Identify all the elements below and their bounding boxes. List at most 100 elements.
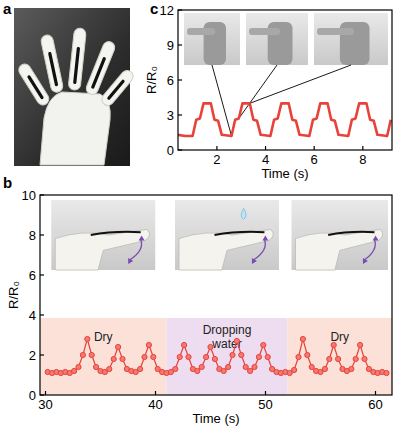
y-tick xyxy=(40,274,44,275)
data-point xyxy=(336,356,341,361)
x-tick-label: 60 xyxy=(368,397,382,412)
x-tick xyxy=(362,146,363,150)
data-layer xyxy=(178,103,391,136)
finger xyxy=(40,34,64,93)
plot-frame xyxy=(40,195,392,395)
y-tick xyxy=(178,9,182,10)
x-tick-label: 8 xyxy=(359,152,366,167)
data-point xyxy=(322,366,327,371)
annotation-layer: DryDroppingwaterDry xyxy=(94,323,349,351)
data-point xyxy=(208,344,213,349)
y-tick-label: 12 xyxy=(160,3,174,18)
sensor-strip xyxy=(107,79,126,100)
data-point xyxy=(353,356,358,361)
sensor-strip xyxy=(91,232,141,235)
y-tick xyxy=(178,44,182,45)
y-tick xyxy=(40,354,44,355)
glove-palm xyxy=(40,92,110,165)
x-axis-label: Time (s) xyxy=(192,411,239,426)
y-tick-label: 3 xyxy=(167,108,174,123)
data-point xyxy=(243,364,248,369)
x-axis-label: Time (s) xyxy=(261,166,308,181)
x-tick xyxy=(155,391,156,395)
data-point xyxy=(300,336,305,341)
data-point xyxy=(107,366,112,371)
arrow-head xyxy=(139,236,145,241)
y-tick xyxy=(40,394,44,395)
arm xyxy=(249,28,280,35)
motion-arrow xyxy=(253,239,265,260)
y-tick xyxy=(178,79,182,80)
data-point xyxy=(296,354,301,359)
data-point xyxy=(186,354,191,359)
inset-background xyxy=(184,13,240,65)
x-tick xyxy=(265,391,266,395)
finger xyxy=(99,68,135,108)
data-point xyxy=(292,367,297,372)
plot-frame xyxy=(178,10,392,150)
x-tick-label: 40 xyxy=(148,397,162,412)
y-tick-label: 10 xyxy=(22,188,36,203)
data-point xyxy=(212,356,217,361)
data-point xyxy=(256,354,261,359)
water-drop xyxy=(241,208,246,219)
inset-background xyxy=(246,13,308,65)
data-point xyxy=(226,364,231,369)
finger xyxy=(17,62,52,107)
photo-inset xyxy=(314,13,388,65)
photo-inset xyxy=(51,200,155,270)
data-point xyxy=(72,368,77,373)
panel-label: c xyxy=(150,0,158,17)
region xyxy=(167,318,288,395)
data-point xyxy=(261,342,266,347)
data-point xyxy=(331,342,336,347)
background-layer xyxy=(40,318,392,395)
inset-background xyxy=(51,200,155,270)
x-tick xyxy=(314,146,315,150)
sensor-strip xyxy=(328,232,374,235)
data-point xyxy=(151,354,156,359)
motion-arrow xyxy=(129,239,141,260)
x-tick-label: 2 xyxy=(213,152,220,167)
x-tick xyxy=(265,146,266,150)
inset-background xyxy=(314,13,388,65)
data-point xyxy=(199,364,204,369)
data-line xyxy=(178,103,391,136)
inset-background xyxy=(175,200,279,270)
y-tick xyxy=(40,314,44,315)
arm xyxy=(317,28,354,35)
photo-inset xyxy=(292,200,389,270)
data-point xyxy=(89,352,94,357)
arm xyxy=(187,28,215,35)
x-tick xyxy=(216,146,217,150)
photo-inset xyxy=(175,200,279,270)
data-point xyxy=(234,338,239,343)
y-tick xyxy=(40,194,44,195)
chart-b: DryDroppingwaterDry024681030405060Time (… xyxy=(6,188,392,427)
sensor-strip xyxy=(73,47,80,84)
arrow-head xyxy=(128,258,133,264)
glove-finger xyxy=(17,62,52,107)
y-tick-label: 0 xyxy=(29,388,36,403)
x-tick xyxy=(375,391,376,395)
photo-panel xyxy=(14,8,136,166)
region-label-line: Dry xyxy=(94,330,113,344)
finger xyxy=(179,229,273,270)
y-tick-label: 6 xyxy=(167,73,174,88)
y-tick xyxy=(40,234,44,235)
data-point xyxy=(76,364,81,369)
data-point xyxy=(142,354,147,359)
data-point xyxy=(177,354,182,359)
data-point xyxy=(111,356,116,361)
photo-inset xyxy=(246,13,308,65)
connector xyxy=(250,65,351,103)
data-line xyxy=(48,339,387,373)
data-point xyxy=(327,356,332,361)
y-axis-label: R/R₀ xyxy=(144,66,159,94)
data-point xyxy=(146,342,151,347)
photo-inset xyxy=(184,13,240,65)
arrow-head xyxy=(262,236,268,241)
data-point xyxy=(195,368,200,373)
glove-finger xyxy=(68,28,86,91)
connector xyxy=(239,65,277,119)
